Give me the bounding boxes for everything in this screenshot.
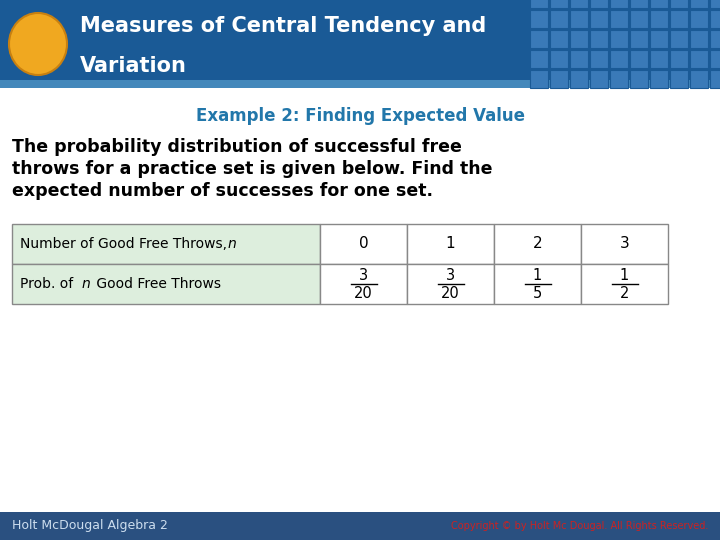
Bar — [630, 70, 648, 88]
Bar — [630, 0, 648, 8]
Bar — [610, 0, 628, 8]
Bar — [12, 224, 320, 264]
Bar — [581, 224, 668, 264]
Bar — [494, 224, 581, 264]
Text: 5: 5 — [533, 286, 542, 300]
Text: Measures of Central Tendency and: Measures of Central Tendency and — [80, 16, 486, 36]
Bar — [590, 30, 608, 48]
Bar — [710, 30, 720, 48]
Bar — [570, 70, 588, 88]
Bar — [530, 10, 548, 28]
Bar — [0, 80, 720, 88]
Bar — [670, 50, 688, 68]
Text: 2: 2 — [620, 286, 629, 300]
Text: Number of Good Free Throws,: Number of Good Free Throws, — [20, 237, 231, 251]
Bar — [570, 30, 588, 48]
Bar — [690, 70, 708, 88]
Bar — [690, 30, 708, 48]
Text: Variation: Variation — [80, 56, 187, 76]
Bar — [530, 70, 548, 88]
Bar — [610, 30, 628, 48]
Bar — [650, 10, 668, 28]
Bar — [710, 10, 720, 28]
Text: Copyright © by Holt Mc Dougal. All Rights Reserved.: Copyright © by Holt Mc Dougal. All Right… — [451, 521, 708, 531]
Bar — [590, 10, 608, 28]
Bar — [550, 30, 568, 48]
Text: 0: 0 — [359, 237, 369, 252]
Bar — [590, 0, 608, 8]
Bar — [550, 70, 568, 88]
Bar — [581, 264, 668, 304]
Text: Prob. of: Prob. of — [20, 277, 78, 291]
Bar — [320, 264, 407, 304]
Bar — [670, 0, 688, 8]
Bar — [710, 70, 720, 88]
Bar — [670, 10, 688, 28]
Bar — [630, 30, 648, 48]
Bar — [650, 0, 668, 8]
Bar — [690, 10, 708, 28]
Text: Good Free Throws: Good Free Throws — [92, 277, 221, 291]
Bar — [550, 50, 568, 68]
Bar — [0, 512, 720, 540]
Bar — [590, 70, 608, 88]
Bar — [494, 264, 581, 304]
Bar — [610, 70, 628, 88]
Bar — [320, 224, 407, 264]
Bar — [630, 50, 648, 68]
Bar — [610, 50, 628, 68]
Bar — [12, 264, 320, 304]
Bar — [670, 30, 688, 48]
Bar — [550, 10, 568, 28]
Bar — [570, 0, 588, 8]
Bar — [650, 30, 668, 48]
Text: 3: 3 — [620, 237, 629, 252]
Text: 2: 2 — [533, 237, 542, 252]
Text: 20: 20 — [354, 286, 373, 300]
Bar — [630, 10, 648, 28]
Text: 3: 3 — [359, 267, 368, 282]
Text: The probability distribution of successful free: The probability distribution of successf… — [12, 138, 462, 156]
Bar — [610, 10, 628, 28]
Bar — [570, 50, 588, 68]
Bar — [530, 0, 548, 8]
Bar — [590, 50, 608, 68]
Bar — [570, 10, 588, 28]
Text: throws for a practice set is given below. Find the: throws for a practice set is given below… — [12, 160, 492, 178]
Text: expected number of successes for one set.: expected number of successes for one set… — [12, 182, 433, 200]
Bar — [690, 50, 708, 68]
Text: Example 2: Finding Expected Value: Example 2: Finding Expected Value — [196, 107, 524, 125]
Ellipse shape — [9, 13, 67, 75]
Bar — [710, 0, 720, 8]
Text: n: n — [82, 277, 91, 291]
Text: 1: 1 — [533, 267, 542, 282]
Bar — [407, 224, 494, 264]
Text: 1: 1 — [620, 267, 629, 282]
Bar — [550, 0, 568, 8]
Text: 20: 20 — [441, 286, 460, 300]
Bar — [530, 30, 548, 48]
Bar — [407, 264, 494, 304]
Text: n: n — [228, 237, 237, 251]
Text: 1: 1 — [446, 237, 455, 252]
Bar — [650, 50, 668, 68]
Bar — [710, 50, 720, 68]
Bar — [670, 70, 688, 88]
Text: Holt McDougal Algebra 2: Holt McDougal Algebra 2 — [12, 519, 168, 532]
Bar — [690, 0, 708, 8]
Bar — [650, 70, 668, 88]
Bar — [0, 0, 720, 88]
Text: 3: 3 — [446, 267, 455, 282]
Bar — [530, 50, 548, 68]
